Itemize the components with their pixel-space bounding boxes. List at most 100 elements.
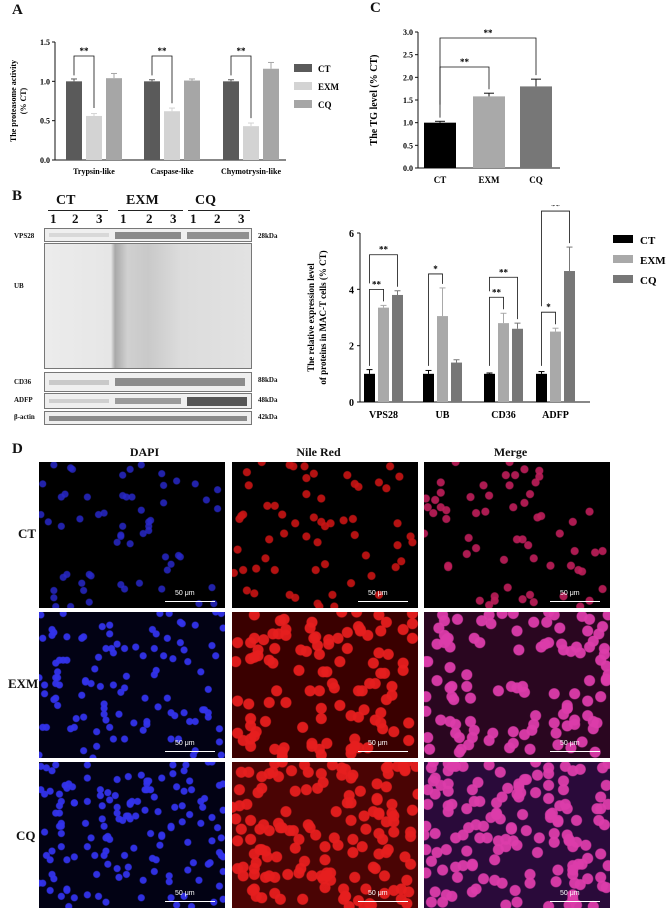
scale-bar-label: 50 μm bbox=[175, 590, 195, 597]
micrograph-exm-nile: 50 μm bbox=[232, 612, 418, 758]
chart-b-protein-expression: 0 2 4 6 The relative expression level of prot… bbox=[306, 205, 666, 421]
micro-col-dapi: DAPI bbox=[129, 445, 160, 459]
scale-bar-label: 50 μm bbox=[368, 890, 388, 897]
bar bbox=[512, 328, 523, 402]
blot-strip-ub bbox=[44, 243, 252, 369]
x-tick-label: CQ bbox=[529, 175, 543, 185]
western-blot: CT EXM CQ 1 2 3 1 2 3 1 2 3 VPS28 28kDa … bbox=[0, 190, 300, 430]
scale-bar bbox=[550, 751, 600, 752]
bar bbox=[223, 81, 239, 160]
bar bbox=[451, 362, 462, 402]
y-tick-label: 1.5 bbox=[40, 38, 50, 47]
blot-strip-cd36 bbox=[44, 372, 252, 392]
bar bbox=[520, 86, 552, 168]
scale-bar bbox=[165, 751, 215, 752]
y-tick-label: 2.5 bbox=[403, 51, 413, 60]
significance-bracket bbox=[439, 37, 537, 105]
blot-label-cd36: CD36 bbox=[14, 378, 32, 386]
blot-size-cd36: 88kDa bbox=[258, 376, 278, 384]
bar bbox=[498, 323, 509, 402]
legend-label: CQ bbox=[318, 100, 332, 110]
y-axis-label: The TG level (% CT) bbox=[369, 55, 380, 146]
lane-number: 1 bbox=[190, 211, 197, 226]
micrograph-cq-nile: 50 μm bbox=[232, 762, 418, 908]
significance-bracket bbox=[489, 296, 504, 366]
micro-col-nile-red: Nile Red bbox=[296, 445, 341, 459]
y-tick-label: 4 bbox=[349, 285, 354, 296]
legend-swatch bbox=[294, 64, 312, 72]
blot-group-underline bbox=[118, 210, 183, 211]
scale-bar bbox=[358, 601, 408, 602]
bar bbox=[66, 81, 82, 160]
y-tick-label: 0.5 bbox=[403, 141, 413, 150]
x-tick-label: ADFP bbox=[542, 410, 569, 421]
chart-c-tg-level: 0.0 0.5 1.0 1.5 2.0 2.5 3.0 The TG level (% CT)… bbox=[369, 28, 560, 185]
scale-bar-label: 50 μm bbox=[560, 740, 580, 747]
blot-group-underline bbox=[48, 210, 108, 211]
micro-row-exm: EXM bbox=[8, 676, 39, 691]
significance-label: * bbox=[546, 302, 551, 312]
x-tick-label: UB bbox=[436, 410, 450, 421]
scale-bar bbox=[165, 601, 215, 602]
x-tick-label: VPS28 bbox=[369, 410, 398, 421]
blot-label-ub: UB bbox=[14, 282, 24, 290]
blot-label-beta-actin: β-actin bbox=[14, 413, 35, 421]
micrograph-ct-dapi: 50 μm bbox=[39, 462, 225, 608]
significance-bracket bbox=[489, 276, 518, 320]
blot-size-beta-actin: 42kDa bbox=[258, 413, 278, 421]
blot-strip-vps28 bbox=[44, 228, 252, 242]
bar bbox=[536, 373, 547, 402]
lane-number: 2 bbox=[72, 211, 79, 226]
legend-label: EXM bbox=[318, 82, 340, 92]
significance-bracket bbox=[151, 55, 173, 104]
lane-number: 1 bbox=[50, 211, 57, 226]
significance-label: ** bbox=[158, 46, 168, 56]
legend-swatch bbox=[613, 255, 633, 263]
x-tick-label: EXM bbox=[479, 175, 501, 185]
significance-label: ** bbox=[499, 267, 509, 277]
micro-row-cq: CQ bbox=[16, 828, 36, 843]
micro-col-merge: Merge bbox=[493, 445, 528, 459]
lane-number: 3 bbox=[170, 211, 177, 226]
bar bbox=[392, 294, 403, 402]
legend-label: EXM bbox=[640, 255, 666, 267]
micrograph-cq-dapi: 50 μm bbox=[39, 762, 225, 908]
bar bbox=[424, 122, 456, 168]
panel-label-a: A bbox=[12, 2, 23, 18]
bar bbox=[184, 80, 200, 160]
x-tick-label: Caspase-like bbox=[150, 167, 194, 176]
scale-bar-label: 50 μm bbox=[175, 890, 195, 897]
bar bbox=[243, 126, 259, 160]
significance-label: ** bbox=[484, 28, 494, 38]
blot-group-exm: EXM bbox=[126, 193, 159, 208]
scale-bar-label: 50 μm bbox=[175, 740, 195, 747]
significance-label: ** bbox=[372, 279, 382, 289]
scale-bar bbox=[550, 601, 600, 602]
significance-bracket bbox=[369, 254, 398, 287]
scale-bar bbox=[550, 901, 600, 902]
significance-label: ** bbox=[551, 205, 561, 211]
y-tick-label: 0.5 bbox=[40, 117, 50, 126]
scale-bar-label: 50 μm bbox=[560, 890, 580, 897]
y-tick-label: 6 bbox=[349, 229, 354, 240]
legend-label: CT bbox=[318, 64, 331, 74]
legend-swatch bbox=[613, 235, 633, 243]
scale-bar bbox=[358, 901, 408, 902]
x-tick-label: CD36 bbox=[491, 410, 515, 421]
chart-a-proteasome-activity: 0.0 0.5 1.0 1.5 The proteasome activity(% CT… bbox=[9, 38, 340, 176]
micro-row-ct: CT bbox=[18, 526, 37, 541]
blot-group-cq: CQ bbox=[195, 193, 216, 208]
y-tick-label: 1.0 bbox=[40, 77, 50, 86]
lane-number: 3 bbox=[96, 211, 103, 226]
lane-number: 1 bbox=[120, 211, 127, 226]
significance-bracket bbox=[541, 311, 556, 366]
y-tick-label: 0.0 bbox=[403, 164, 413, 173]
legend-label: CT bbox=[640, 235, 656, 247]
panel-label-c: C bbox=[370, 0, 381, 16]
significance-bracket bbox=[73, 55, 95, 108]
bar bbox=[437, 316, 448, 402]
scale-bar bbox=[165, 901, 215, 902]
x-tick-label: CT bbox=[434, 175, 447, 185]
significance-label: * bbox=[433, 264, 438, 274]
y-tick-label: 2 bbox=[349, 342, 354, 353]
